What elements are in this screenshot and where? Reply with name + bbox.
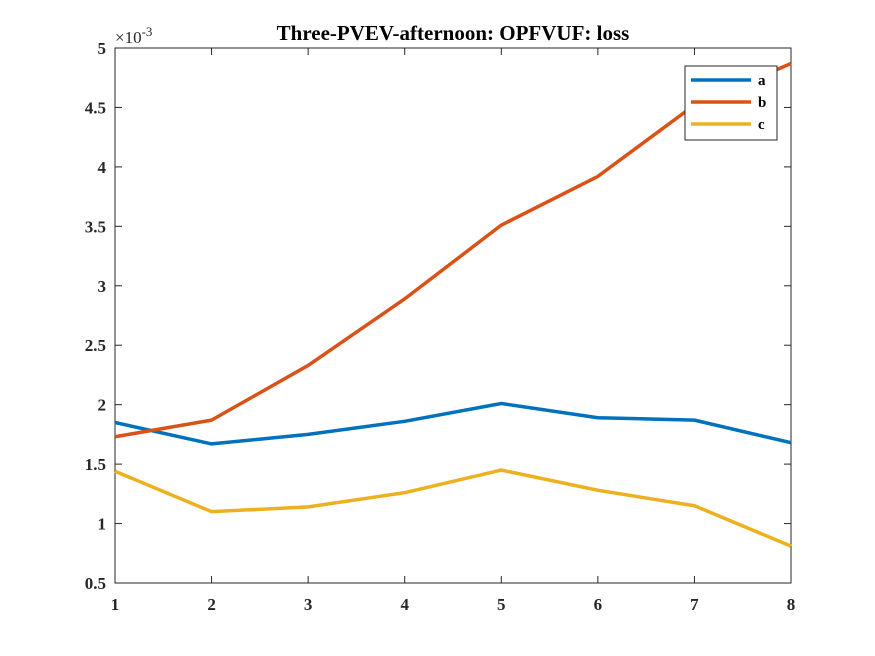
x-tick-label: 5 [497, 595, 506, 614]
y-exponent-power: -3 [142, 24, 153, 39]
y-tick-label: 1.5 [85, 455, 106, 474]
y-tick-label: 5 [98, 39, 107, 58]
series-line-b [114, 61, 792, 439]
series-line-c [114, 468, 792, 548]
x-tick-label: 4 [400, 595, 409, 614]
x-tick-label: 1 [111, 595, 120, 614]
series-line-a [114, 401, 792, 446]
x-tick-label: 8 [787, 595, 796, 614]
y-tick-label: 4.5 [85, 98, 106, 117]
legend-label-a: a [758, 73, 766, 89]
plot-area [114, 47, 792, 584]
y-tick-label: 2 [98, 396, 107, 415]
series-lines [114, 61, 792, 548]
x-tick-label: 3 [304, 595, 313, 614]
x-tick-label: 6 [594, 595, 603, 614]
y-tick-label: 1 [98, 515, 107, 534]
legend-label-c: c [758, 117, 765, 133]
y-tick-label: 0.5 [85, 574, 106, 593]
legend: abc [684, 65, 778, 141]
chart-title: Three-PVEV-afternoon: OPFVUF: loss [277, 21, 630, 45]
x-tick-label: 2 [207, 595, 216, 614]
y-exponent-label: ×10-3 [115, 24, 152, 47]
y-tick-label: 3.5 [85, 217, 106, 236]
y-tick-label: 4 [98, 158, 107, 177]
y-tick-label: 3 [98, 277, 107, 296]
axes: 1 2 3 4 5 6 7 8 0.5 1 1.5 2 2.5 3 3.5 4 4.5 5 [85, 39, 796, 614]
y-tick-label: 2.5 [85, 336, 106, 355]
y-exponent-base: ×10 [115, 28, 142, 47]
x-tick-label: 7 [690, 595, 699, 614]
legend-label-b: b [758, 95, 766, 111]
